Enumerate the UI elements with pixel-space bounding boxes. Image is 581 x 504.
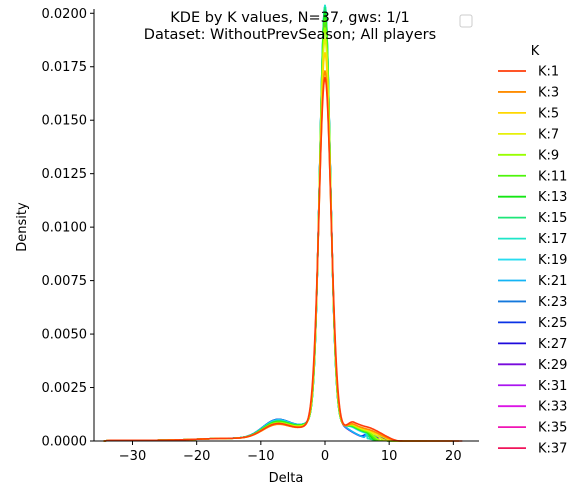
kde-line-k-25 <box>103 9 389 442</box>
x-tick-label: −30 <box>119 449 146 464</box>
legend-label: K:27 <box>538 337 567 352</box>
kde-line-k-29 <box>103 13 389 442</box>
kde-line-k-31 <box>103 15 389 442</box>
x-tick-label: 0 <box>321 449 329 464</box>
legend-label: K:7 <box>538 127 559 142</box>
legend-label: K:25 <box>538 316 567 331</box>
y-tick-label: 0.0200 <box>42 7 88 22</box>
kde-line-k-7 <box>103 38 441 442</box>
chart-title-line-2: Dataset: WithoutPrevSeason; All players <box>144 27 436 43</box>
kde-line-k-21 <box>103 4 396 442</box>
y-tick-label: 0.0075 <box>42 274 88 289</box>
x-tick-label: −20 <box>183 449 210 464</box>
kde-line-k-3 <box>103 70 460 442</box>
kde-line-k-17 <box>103 4 402 442</box>
legend-label: K:37 <box>538 442 567 457</box>
kde-line-k-9 <box>103 27 428 442</box>
y-tick-label: 0.0025 <box>42 381 88 396</box>
y-tick-label: 0.0050 <box>42 328 88 343</box>
legend-label: K:9 <box>538 148 559 163</box>
kde-line-k-35 <box>103 20 389 442</box>
kde-curves <box>103 4 463 442</box>
y-tick-label: 0.0100 <box>42 221 88 236</box>
x-tick-label: 10 <box>381 449 398 464</box>
kde-line-k-19 <box>103 4 402 442</box>
y-tick-label: 0.0125 <box>42 167 88 182</box>
axes: −30 −20 −10 0 10 20 0.0000 0.0025 0.0050 0.0075 0.… <box>42 7 479 464</box>
chart-title-line-1: KDE by K values, N=37, gws: 1/1 <box>170 10 409 26</box>
legend-label: K:15 <box>538 211 567 226</box>
empty-legend-box <box>459 14 473 28</box>
y-axis-label: Density <box>15 202 30 252</box>
legend-label: K:17 <box>538 232 567 247</box>
y-tick-label: 0.0175 <box>42 60 88 75</box>
x-axis-label: Delta <box>269 471 304 486</box>
kde-line-k-11 <box>103 18 421 442</box>
legend-label: K:19 <box>538 253 567 268</box>
kde-line-k-5 <box>103 52 453 442</box>
y-tick-label: 0.0000 <box>42 435 88 450</box>
kde-line-k-13 <box>103 11 415 442</box>
legend-label: K:35 <box>538 421 567 436</box>
legend-label: K:21 <box>538 274 567 289</box>
legend-label: K:29 <box>538 358 567 373</box>
legend-label: K:5 <box>538 106 559 121</box>
legend-label: K:3 <box>538 85 559 100</box>
x-tick-label: 20 <box>445 449 462 464</box>
kde-line-k-27 <box>103 11 389 442</box>
legend-label: K:1 <box>538 65 559 80</box>
kde-line-k-33 <box>103 18 389 442</box>
legend-label: K:33 <box>538 400 567 415</box>
legend-title: K <box>531 44 540 59</box>
legend-label: K:11 <box>538 169 567 184</box>
x-tick-label: −10 <box>247 449 274 464</box>
y-tick-label: 0.0150 <box>42 114 88 129</box>
legend-label: K:13 <box>538 190 567 205</box>
legend-label: K:23 <box>538 295 567 310</box>
kde-line-k-1 <box>103 76 463 442</box>
kde-line-k-15 <box>103 6 408 442</box>
kde-line-k-37 <box>103 22 389 442</box>
legend-label: K:31 <box>538 379 567 394</box>
legend: K:1 K:3 K:5 K:7 K:9 K:11 K:13 K:15 K:17 K:19 K:21 K… <box>498 65 567 457</box>
kde-line-k-23 <box>103 6 396 442</box>
